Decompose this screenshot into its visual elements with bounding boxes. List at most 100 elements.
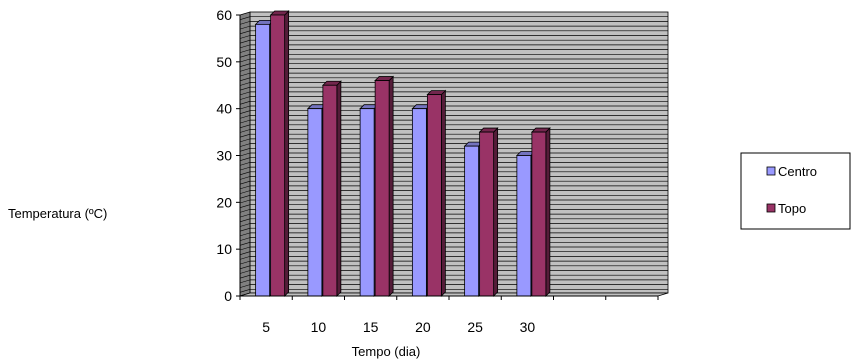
gridline bbox=[239, 82, 251, 86]
gridline bbox=[239, 143, 251, 147]
gridline bbox=[239, 246, 251, 251]
gridline bbox=[239, 21, 251, 25]
gridline bbox=[239, 68, 251, 72]
x-tick-label: 25 bbox=[467, 319, 483, 335]
gridline bbox=[239, 289, 251, 293]
gridline bbox=[239, 39, 251, 44]
gridline bbox=[239, 30, 251, 35]
bars bbox=[254, 10, 551, 297]
gridline bbox=[239, 115, 251, 119]
bar-front bbox=[270, 14, 286, 297]
gridline bbox=[239, 162, 251, 166]
gridline bbox=[239, 223, 251, 227]
gridline bbox=[239, 180, 251, 185]
bar-side bbox=[440, 89, 446, 297]
gridline bbox=[239, 204, 251, 208]
legend-label-topo: Topo bbox=[778, 201, 806, 216]
gridline bbox=[239, 218, 251, 223]
y-tick-label: 40 bbox=[216, 101, 232, 117]
bar-topo-10 bbox=[321, 80, 342, 297]
legend-label-centro: Centro bbox=[778, 164, 817, 179]
gridline bbox=[239, 171, 251, 176]
gridline bbox=[239, 237, 251, 241]
gridline bbox=[239, 35, 251, 39]
gridline bbox=[239, 25, 251, 30]
gridline bbox=[239, 72, 251, 77]
bar-front bbox=[374, 80, 390, 297]
x-tick-label: 20 bbox=[415, 319, 431, 335]
gridline bbox=[239, 279, 251, 284]
gridline bbox=[239, 274, 251, 279]
y-axis-title: Temperatura (ºC) bbox=[8, 206, 107, 221]
x-tick-label: 10 bbox=[311, 319, 327, 335]
gridline bbox=[239, 119, 251, 124]
gridline bbox=[239, 199, 251, 204]
gridline bbox=[239, 86, 251, 91]
bar-side bbox=[284, 10, 290, 297]
bar-side bbox=[336, 80, 342, 297]
legend-box bbox=[740, 152, 851, 230]
gridline bbox=[239, 256, 251, 260]
gridline bbox=[239, 124, 251, 129]
bar-side bbox=[493, 127, 499, 297]
gridline bbox=[239, 176, 251, 180]
bar-front bbox=[531, 131, 547, 297]
gridline bbox=[239, 232, 251, 237]
gridline bbox=[239, 213, 251, 218]
gridline bbox=[239, 284, 251, 288]
gridline bbox=[239, 96, 251, 100]
y-tick-label: 50 bbox=[216, 54, 232, 70]
x-tick-label: 15 bbox=[363, 319, 379, 335]
bar-topo-30 bbox=[530, 127, 551, 297]
gridline bbox=[239, 260, 251, 265]
x-tick-label: 5 bbox=[262, 319, 270, 335]
gridline bbox=[239, 91, 251, 96]
gridline bbox=[239, 101, 251, 105]
gridline bbox=[239, 152, 251, 157]
bar-topo-20 bbox=[426, 89, 447, 297]
gridline bbox=[239, 44, 251, 49]
bar-front bbox=[255, 23, 271, 297]
gridline bbox=[239, 148, 251, 152]
gridline bbox=[239, 49, 251, 53]
gridline bbox=[239, 77, 251, 82]
x-tick-label: 30 bbox=[520, 319, 536, 335]
y-tick-label: 60 bbox=[216, 7, 232, 23]
gridline bbox=[239, 166, 251, 171]
gridline bbox=[239, 138, 251, 143]
bar-front bbox=[307, 108, 323, 297]
bar-front bbox=[479, 131, 495, 297]
gridline bbox=[239, 133, 251, 138]
gridline bbox=[239, 227, 251, 232]
gridline bbox=[239, 209, 251, 213]
gridline bbox=[239, 270, 251, 274]
legend: Centro Topo bbox=[740, 152, 851, 230]
bar-side bbox=[388, 75, 394, 297]
bar-front bbox=[426, 94, 442, 297]
y-tick-label: 10 bbox=[216, 241, 232, 257]
legend-swatch-topo bbox=[766, 203, 776, 213]
y-tick-label: 20 bbox=[216, 194, 232, 210]
gridline bbox=[239, 195, 251, 199]
bar-front bbox=[411, 108, 427, 297]
x-axis-title: Tempo (dia) bbox=[352, 344, 421, 359]
bar-topo-15 bbox=[374, 75, 395, 297]
gridline bbox=[239, 251, 251, 255]
gridline bbox=[239, 265, 251, 270]
gridline bbox=[239, 16, 251, 20]
gridline bbox=[239, 190, 251, 194]
y-tick-label: 30 bbox=[216, 148, 232, 164]
bar-side bbox=[545, 127, 551, 297]
bar-topo-25 bbox=[478, 127, 499, 297]
plot-area bbox=[239, 11, 669, 297]
bar-front bbox=[464, 145, 480, 297]
gridline bbox=[239, 129, 251, 133]
bar-front bbox=[359, 108, 375, 297]
bar-front bbox=[516, 155, 532, 297]
axes: 0 10 20 30 40 50 60 5 10 15 20 25 30 bbox=[216, 7, 659, 335]
bar-front bbox=[322, 84, 338, 297]
gridline bbox=[239, 105, 251, 110]
gridline bbox=[239, 58, 251, 63]
gridline bbox=[239, 185, 251, 190]
